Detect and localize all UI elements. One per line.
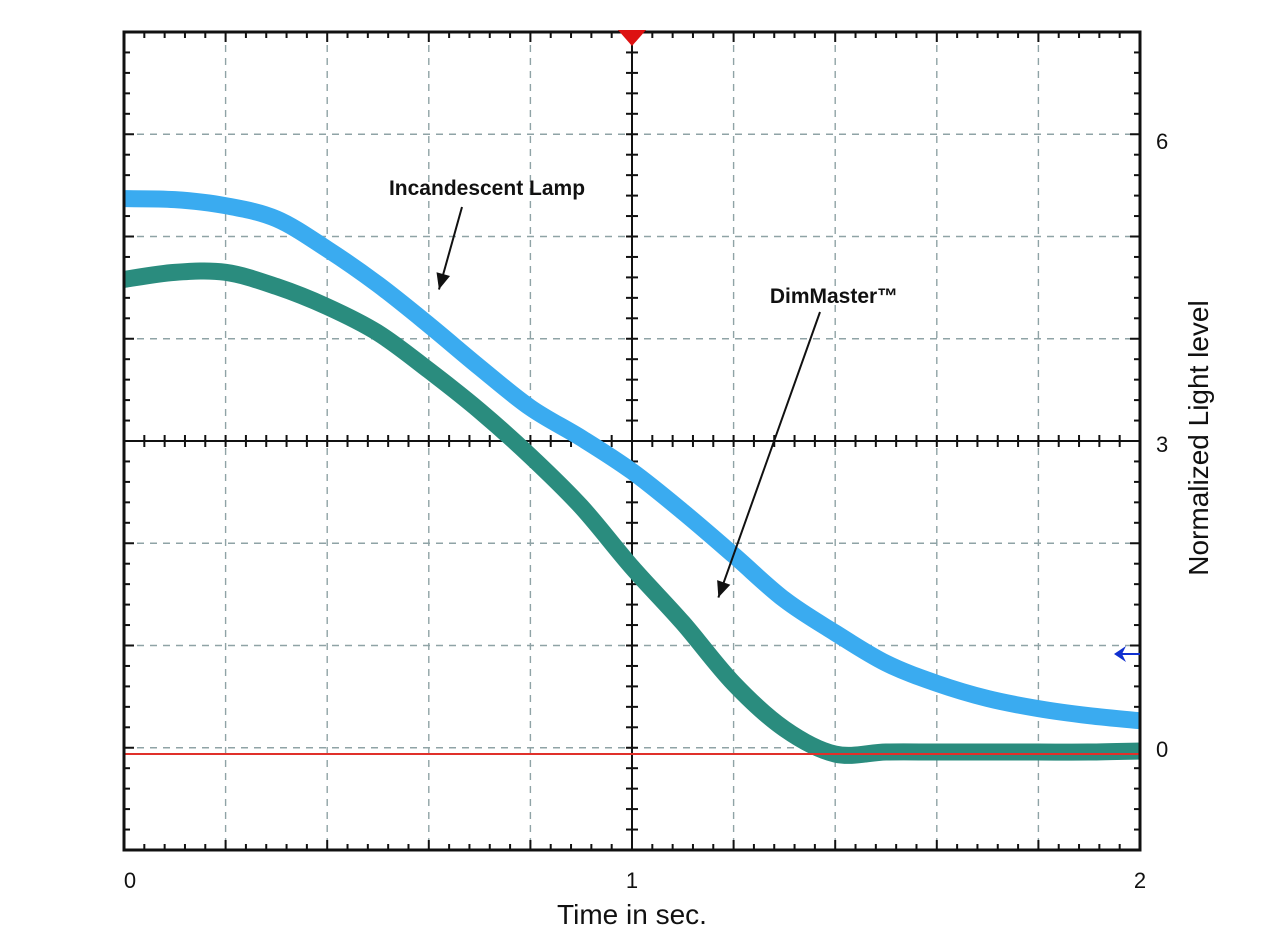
annotation-arrowhead [717, 580, 731, 598]
annotation-label-dimmaster: DimMaster™ [770, 285, 898, 308]
x-tick-label: 1 [626, 868, 638, 893]
series-line-dimmaster [122, 262, 1141, 764]
annotation-label-incandescent-lamp: Incandescent Lamp [389, 177, 585, 200]
y-tick-label: 6 [1156, 129, 1168, 154]
series-line-incandescent-lamp [123, 190, 1141, 730]
x-axis-title: Time in sec. [557, 899, 707, 930]
trigger-marker [618, 30, 646, 46]
tick-label-layer: 0 1 2 0 3 6 [124, 129, 1168, 893]
x-tick-label: 0 [124, 868, 136, 893]
x-tick-label: 2 [1134, 868, 1146, 893]
y-axis-title: Normalized Light level [1183, 300, 1214, 575]
annotation-arrow-dimmaster [717, 311, 821, 598]
y-tick-label: 0 [1156, 737, 1168, 762]
marker-layer [618, 30, 1140, 663]
y-tick-label: 3 [1156, 432, 1168, 457]
series-layer [122, 190, 1141, 764]
level-marker-arrowhead [1114, 646, 1126, 663]
annotation-layer: Incandescent Lamp DimMaster™ [389, 177, 898, 598]
annotation-arrowhead [436, 272, 451, 290]
level-marker [1114, 646, 1140, 663]
